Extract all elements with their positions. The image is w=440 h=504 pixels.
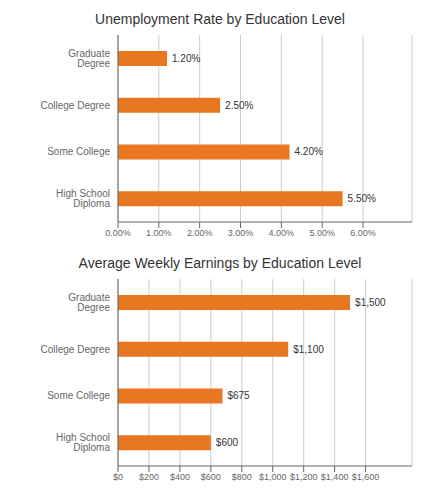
- svg-text:$1,500: $1,500: [355, 297, 386, 308]
- html-text:Average Weekly Earnings by Edu: Average Weekly Earnings by Education Lev…: [78, 255, 362, 271]
- svg-text:High SchoolDiploma: High SchoolDiploma: [56, 188, 110, 209]
- svg-text:2.00%: 2.00%: [187, 228, 213, 238]
- svg-text:$200: $200: [139, 472, 159, 482]
- svg-text:Some College: Some College: [47, 390, 110, 401]
- svg-text:2.50%: 2.50%: [225, 100, 253, 111]
- svg-text:5.00%: 5.00%: [309, 228, 335, 238]
- svg-text:GraduateDegree: GraduateDegree: [68, 48, 110, 69]
- svg-text:College Degree: College Degree: [41, 344, 111, 355]
- svg-text:$800: $800: [232, 472, 252, 482]
- svg-text:$400: $400: [170, 472, 190, 482]
- svg-text:GraduateDegree: GraduateDegree: [68, 292, 110, 313]
- svg-text:$675: $675: [227, 390, 250, 401]
- svg-text:1.20%: 1.20%: [172, 53, 200, 64]
- svg-text:$1,100: $1,100: [293, 344, 324, 355]
- svg-text:College Degree: College Degree: [41, 100, 111, 111]
- svg-text:$1,000: $1,000: [259, 472, 287, 482]
- html-text:Unemployment Rate by Education: Unemployment Rate by Education Level: [95, 11, 345, 27]
- svg-text:6.00%: 6.00%: [350, 228, 376, 238]
- svg-text:$600: $600: [201, 472, 221, 482]
- svg-text:High SchoolDiploma: High SchoolDiploma: [56, 432, 110, 453]
- svg-text:$1,600: $1,600: [352, 472, 380, 482]
- svg-text:3.00%: 3.00%: [228, 228, 254, 238]
- svg-text:4.00%: 4.00%: [269, 228, 295, 238]
- svg-text:4.20%: 4.20%: [295, 146, 323, 157]
- svg-text:0.00%: 0.00%: [105, 228, 131, 238]
- svg-text:$600: $600: [216, 437, 239, 448]
- svg-text:$1,400: $1,400: [321, 472, 349, 482]
- svg-text:$0: $0: [113, 472, 123, 482]
- svg-text:Some College: Some College: [47, 146, 110, 157]
- svg-text:$1,200: $1,200: [290, 472, 318, 482]
- svg-text:1.00%: 1.00%: [146, 228, 172, 238]
- svg-text:5.50%: 5.50%: [348, 193, 376, 204]
